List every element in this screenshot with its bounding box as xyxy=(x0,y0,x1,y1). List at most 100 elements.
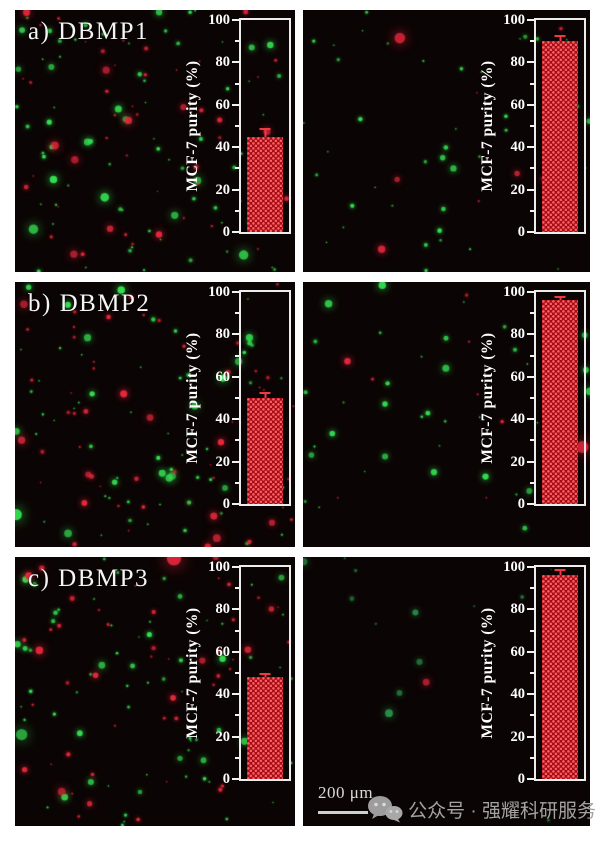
y-axis-tick xyxy=(232,693,239,696)
y-axis-tick-label: 100 xyxy=(208,558,230,575)
purity-bar xyxy=(247,128,283,232)
purity-bar xyxy=(542,34,578,232)
y-axis-tick-label: 60 xyxy=(510,368,526,385)
y-axis-minor-tick xyxy=(235,672,239,674)
y-axis-tick-label: 0 xyxy=(517,495,525,512)
y-axis-minor-tick xyxy=(530,587,534,590)
purity-bar xyxy=(542,569,578,779)
y-axis-tick-label: 60 xyxy=(510,96,526,113)
y-axis-tick-label: 40 xyxy=(510,138,526,155)
y-axis-minor-tick xyxy=(235,40,239,43)
y-axis-tick xyxy=(232,650,239,653)
y-axis-minor-tick xyxy=(235,82,239,85)
purity-bar xyxy=(247,673,283,779)
y-axis-tick-label: 20 xyxy=(510,728,526,745)
y-axis-tick xyxy=(527,146,534,149)
panel-b-dbmp2-sorted: MCF-7 purity (%) 0 20 40 60 80 100 xyxy=(303,282,590,547)
y-axis-minor-tick xyxy=(530,629,534,632)
panel-c-dbmp3-sorted: MCF-7 purity (%) 0 20 40 60 80 100 200 μm xyxy=(303,557,590,826)
y-axis-minor-tick xyxy=(530,209,534,212)
y-axis-tick xyxy=(527,61,534,64)
y-axis-tick-label: 80 xyxy=(215,601,231,618)
plot-frame: 0 20 40 60 80 100 xyxy=(208,285,291,511)
y-axis-minor-tick xyxy=(235,312,239,315)
y-axis-tick xyxy=(527,460,534,463)
y-axis-tick-label: 60 xyxy=(215,96,231,113)
panel-label: c) DBMP3 xyxy=(28,565,150,592)
y-axis-tick xyxy=(232,503,239,505)
panel-label: b) DBMP2 xyxy=(28,290,151,317)
y-axis-tick xyxy=(527,735,534,738)
y-axis-tick xyxy=(527,650,534,653)
y-axis-tick-label: 40 xyxy=(215,685,231,702)
y-axis-tick-label: 80 xyxy=(510,54,526,71)
watermark-text: 公众号 · 强耀科研服务 xyxy=(408,800,596,822)
y-axis-tick-label: 40 xyxy=(215,138,231,155)
y-axis-minor-tick xyxy=(530,672,534,674)
purity-bar-chart: MCF-7 purity (%) 0 20 40 60 80 100 xyxy=(476,560,586,786)
y-axis-tick-label: 20 xyxy=(215,728,231,745)
scale-bar-label: 200 μm xyxy=(318,783,374,802)
y-axis-tick xyxy=(232,103,239,106)
y-axis-minor-tick xyxy=(530,756,534,759)
y-axis-tick xyxy=(527,231,534,233)
y-axis-tick xyxy=(527,19,534,21)
y-axis-tick xyxy=(527,103,534,106)
y-axis-minor-tick xyxy=(235,397,239,399)
y-axis-tick-label: 80 xyxy=(215,54,231,71)
y-axis-title: MCF-7 purity (%) xyxy=(479,607,496,739)
y-axis-tick-label: 60 xyxy=(215,643,231,660)
y-axis-minor-tick xyxy=(235,209,239,212)
y-axis-tick-label: 40 xyxy=(510,410,526,427)
purity-bar-chart: MCF-7 purity (%) 0 20 40 60 80 100 xyxy=(181,13,291,239)
y-axis-title: MCF-7 purity (%) xyxy=(184,60,201,192)
purity-bar xyxy=(247,391,283,504)
y-axis-title: MCF-7 purity (%) xyxy=(184,607,201,739)
y-axis-tick xyxy=(232,333,239,336)
purity-bar-chart: MCF-7 purity (%) 0 20 40 60 80 100 xyxy=(181,285,291,511)
y-axis-minor-tick xyxy=(235,481,239,484)
y-axis-minor-tick xyxy=(530,354,534,357)
y-axis-tick xyxy=(232,146,239,149)
y-axis-tick xyxy=(232,61,239,64)
y-axis-tick xyxy=(527,418,534,421)
plot-frame: 0 20 40 60 80 100 xyxy=(503,560,586,786)
y-axis-tick-label: 0 xyxy=(222,223,230,240)
error-bar xyxy=(259,128,271,138)
y-axis-tick xyxy=(527,566,534,568)
plot-frame: 0 20 40 60 80 100 xyxy=(208,560,291,786)
y-axis-tick xyxy=(527,693,534,696)
y-axis-tick xyxy=(232,188,239,191)
panel-label: a) DBMP1 xyxy=(28,18,150,45)
y-axis-minor-tick xyxy=(530,439,534,442)
y-axis-tick-label: 40 xyxy=(510,685,526,702)
y-axis-tick xyxy=(232,460,239,463)
error-bar xyxy=(259,391,271,399)
y-axis-tick xyxy=(527,375,534,378)
y-axis-minor-tick xyxy=(235,714,239,717)
panel-b-dbmp2-presort: b) DBMP2 MCF-7 purity (%) 0 20 40 60 80 100 xyxy=(15,282,295,547)
y-axis-minor-tick xyxy=(530,481,534,484)
purity-bar-chart: MCF-7 purity (%) 0 20 40 60 80 100 xyxy=(476,13,586,239)
plot-frame: 0 20 40 60 80 100 xyxy=(208,13,291,239)
y-axis-title: MCF-7 purity (%) xyxy=(184,332,201,464)
y-axis-tick xyxy=(527,291,534,293)
purity-bar-chart: MCF-7 purity (%) 0 20 40 60 80 100 xyxy=(181,560,291,786)
y-axis-tick-label: 60 xyxy=(510,643,526,660)
y-axis-minor-tick xyxy=(530,40,534,43)
y-axis-tick-label: 0 xyxy=(517,770,525,787)
y-axis-minor-tick xyxy=(235,439,239,442)
y-axis-minor-tick xyxy=(530,82,534,85)
plot-frame: 0 20 40 60 80 100 xyxy=(503,285,586,511)
y-axis-tick xyxy=(232,566,239,568)
y-axis-tick-label: 0 xyxy=(222,495,230,512)
y-axis-tick-label: 20 xyxy=(215,181,231,198)
y-axis-tick xyxy=(232,231,239,233)
y-axis-tick-label: 80 xyxy=(510,326,526,343)
y-axis-tick xyxy=(232,608,239,611)
y-axis-minor-tick xyxy=(235,125,239,127)
y-axis-tick-label: 80 xyxy=(510,601,526,618)
y-axis-minor-tick xyxy=(530,397,534,399)
wechat-icon xyxy=(367,795,403,823)
purity-bar-chart: MCF-7 purity (%) 0 20 40 60 80 100 xyxy=(476,285,586,511)
